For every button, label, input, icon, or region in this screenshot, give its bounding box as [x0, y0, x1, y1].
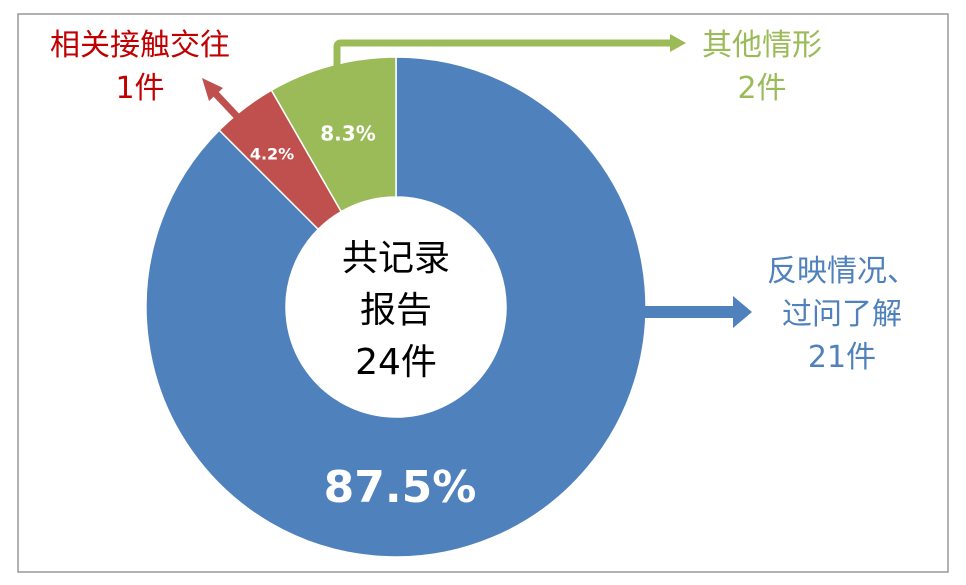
arrowhead: [202, 78, 223, 101]
value-label: 8.3%: [320, 122, 375, 146]
category-label: 其他情形 2件: [642, 24, 882, 110]
category-name: 其他情形: [702, 28, 822, 63]
count-label: 21件: [807, 340, 877, 375]
center-line: 报告: [359, 290, 432, 331]
center-text: 共记录 报告 24件: [296, 233, 496, 389]
arrow: [211, 89, 248, 128]
count-label: 1件: [115, 71, 165, 106]
center-line: 24件: [355, 342, 437, 383]
arrowhead: [733, 296, 752, 328]
value-label: 4.2%: [250, 145, 294, 164]
value-label: 87.5%: [324, 462, 477, 513]
donut-segment: [270, 56, 397, 213]
arrow: [333, 39, 672, 76]
category-label: 反映情况、 过问了解 21件: [722, 250, 962, 379]
center-line: 共记录: [341, 238, 450, 279]
category-label: 相关接触交往 1件: [20, 24, 260, 110]
category-name: 反映情况、 过问了解: [767, 254, 917, 332]
arrowhead: [670, 34, 686, 52]
category-name: 相关接触交往: [50, 28, 230, 63]
count-label: 2件: [737, 71, 787, 106]
